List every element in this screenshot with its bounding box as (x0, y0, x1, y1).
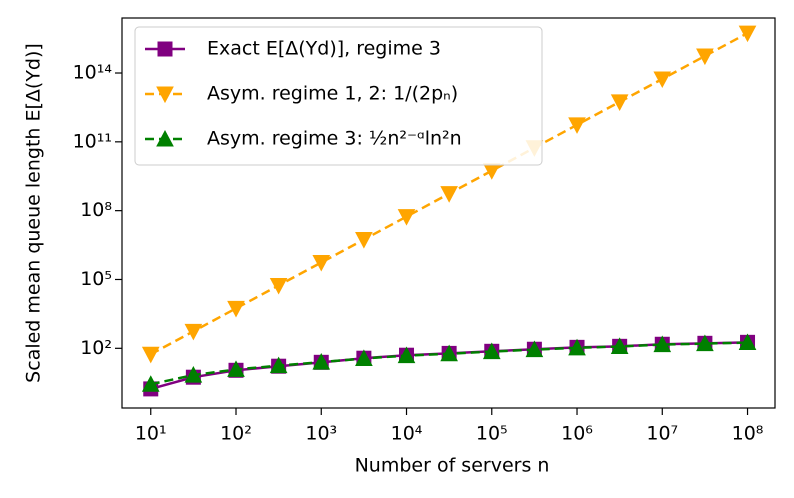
marker (269, 277, 288, 295)
marker (397, 209, 416, 226)
marker (397, 346, 416, 364)
x-tick-label: 10⁸ (732, 423, 764, 445)
marker (610, 337, 629, 354)
y-tick-label: 10⁸ (80, 199, 112, 221)
marker (312, 353, 331, 370)
marker (355, 349, 373, 366)
x-tick-label: 10⁶ (561, 423, 593, 445)
x-tick-label: 10² (220, 423, 252, 445)
y-tick-label: 10¹¹ (73, 130, 112, 152)
series (141, 25, 757, 364)
marker (738, 333, 757, 351)
marker (312, 254, 331, 272)
legend-label: Exact E[Δ(Yd)], regime 3 (207, 38, 441, 60)
legend-label: Asym. regime 1, 2: 1/(2pₙ) (207, 83, 458, 105)
marker (653, 335, 672, 353)
x-tick-label: 10⁷ (646, 423, 678, 445)
marker (610, 94, 629, 111)
marker (653, 71, 672, 89)
x-tick-label: 10¹ (135, 423, 167, 445)
legend-box (134, 26, 543, 166)
marker (696, 334, 714, 352)
marker (269, 356, 288, 374)
marker (156, 129, 174, 147)
plot-frame (121, 17, 776, 409)
marker (184, 323, 203, 341)
marker (141, 346, 160, 364)
marker (696, 48, 714, 66)
marker (156, 86, 174, 104)
marker (440, 186, 458, 203)
marker (184, 366, 203, 383)
y-axis-label: Scaled mean queue length E[Δ(Yd)] (23, 43, 45, 383)
marker (227, 300, 245, 318)
legend-label: Asym. regime 3: ½n²⁻ᵅln²n (207, 128, 462, 150)
marker (568, 338, 586, 356)
marker (440, 344, 458, 362)
y-tick-label: 10¹⁴ (73, 62, 113, 84)
x-tick-label: 10⁵ (476, 423, 508, 445)
marker (568, 117, 586, 134)
y-tick-label: 10² (80, 337, 112, 359)
x-axis-label: Number of servers n (355, 455, 550, 477)
marker (355, 232, 373, 249)
marker (525, 340, 544, 358)
x-tick-label: 10⁴ (391, 423, 423, 445)
x-tick-label: 10³ (305, 423, 337, 445)
marker (157, 41, 173, 57)
marker (482, 163, 501, 180)
marker (482, 342, 501, 360)
marker (141, 375, 160, 392)
marker (738, 25, 757, 43)
series (141, 333, 757, 392)
marker (227, 360, 245, 377)
y-tick-label: 10⁵ (80, 268, 112, 290)
